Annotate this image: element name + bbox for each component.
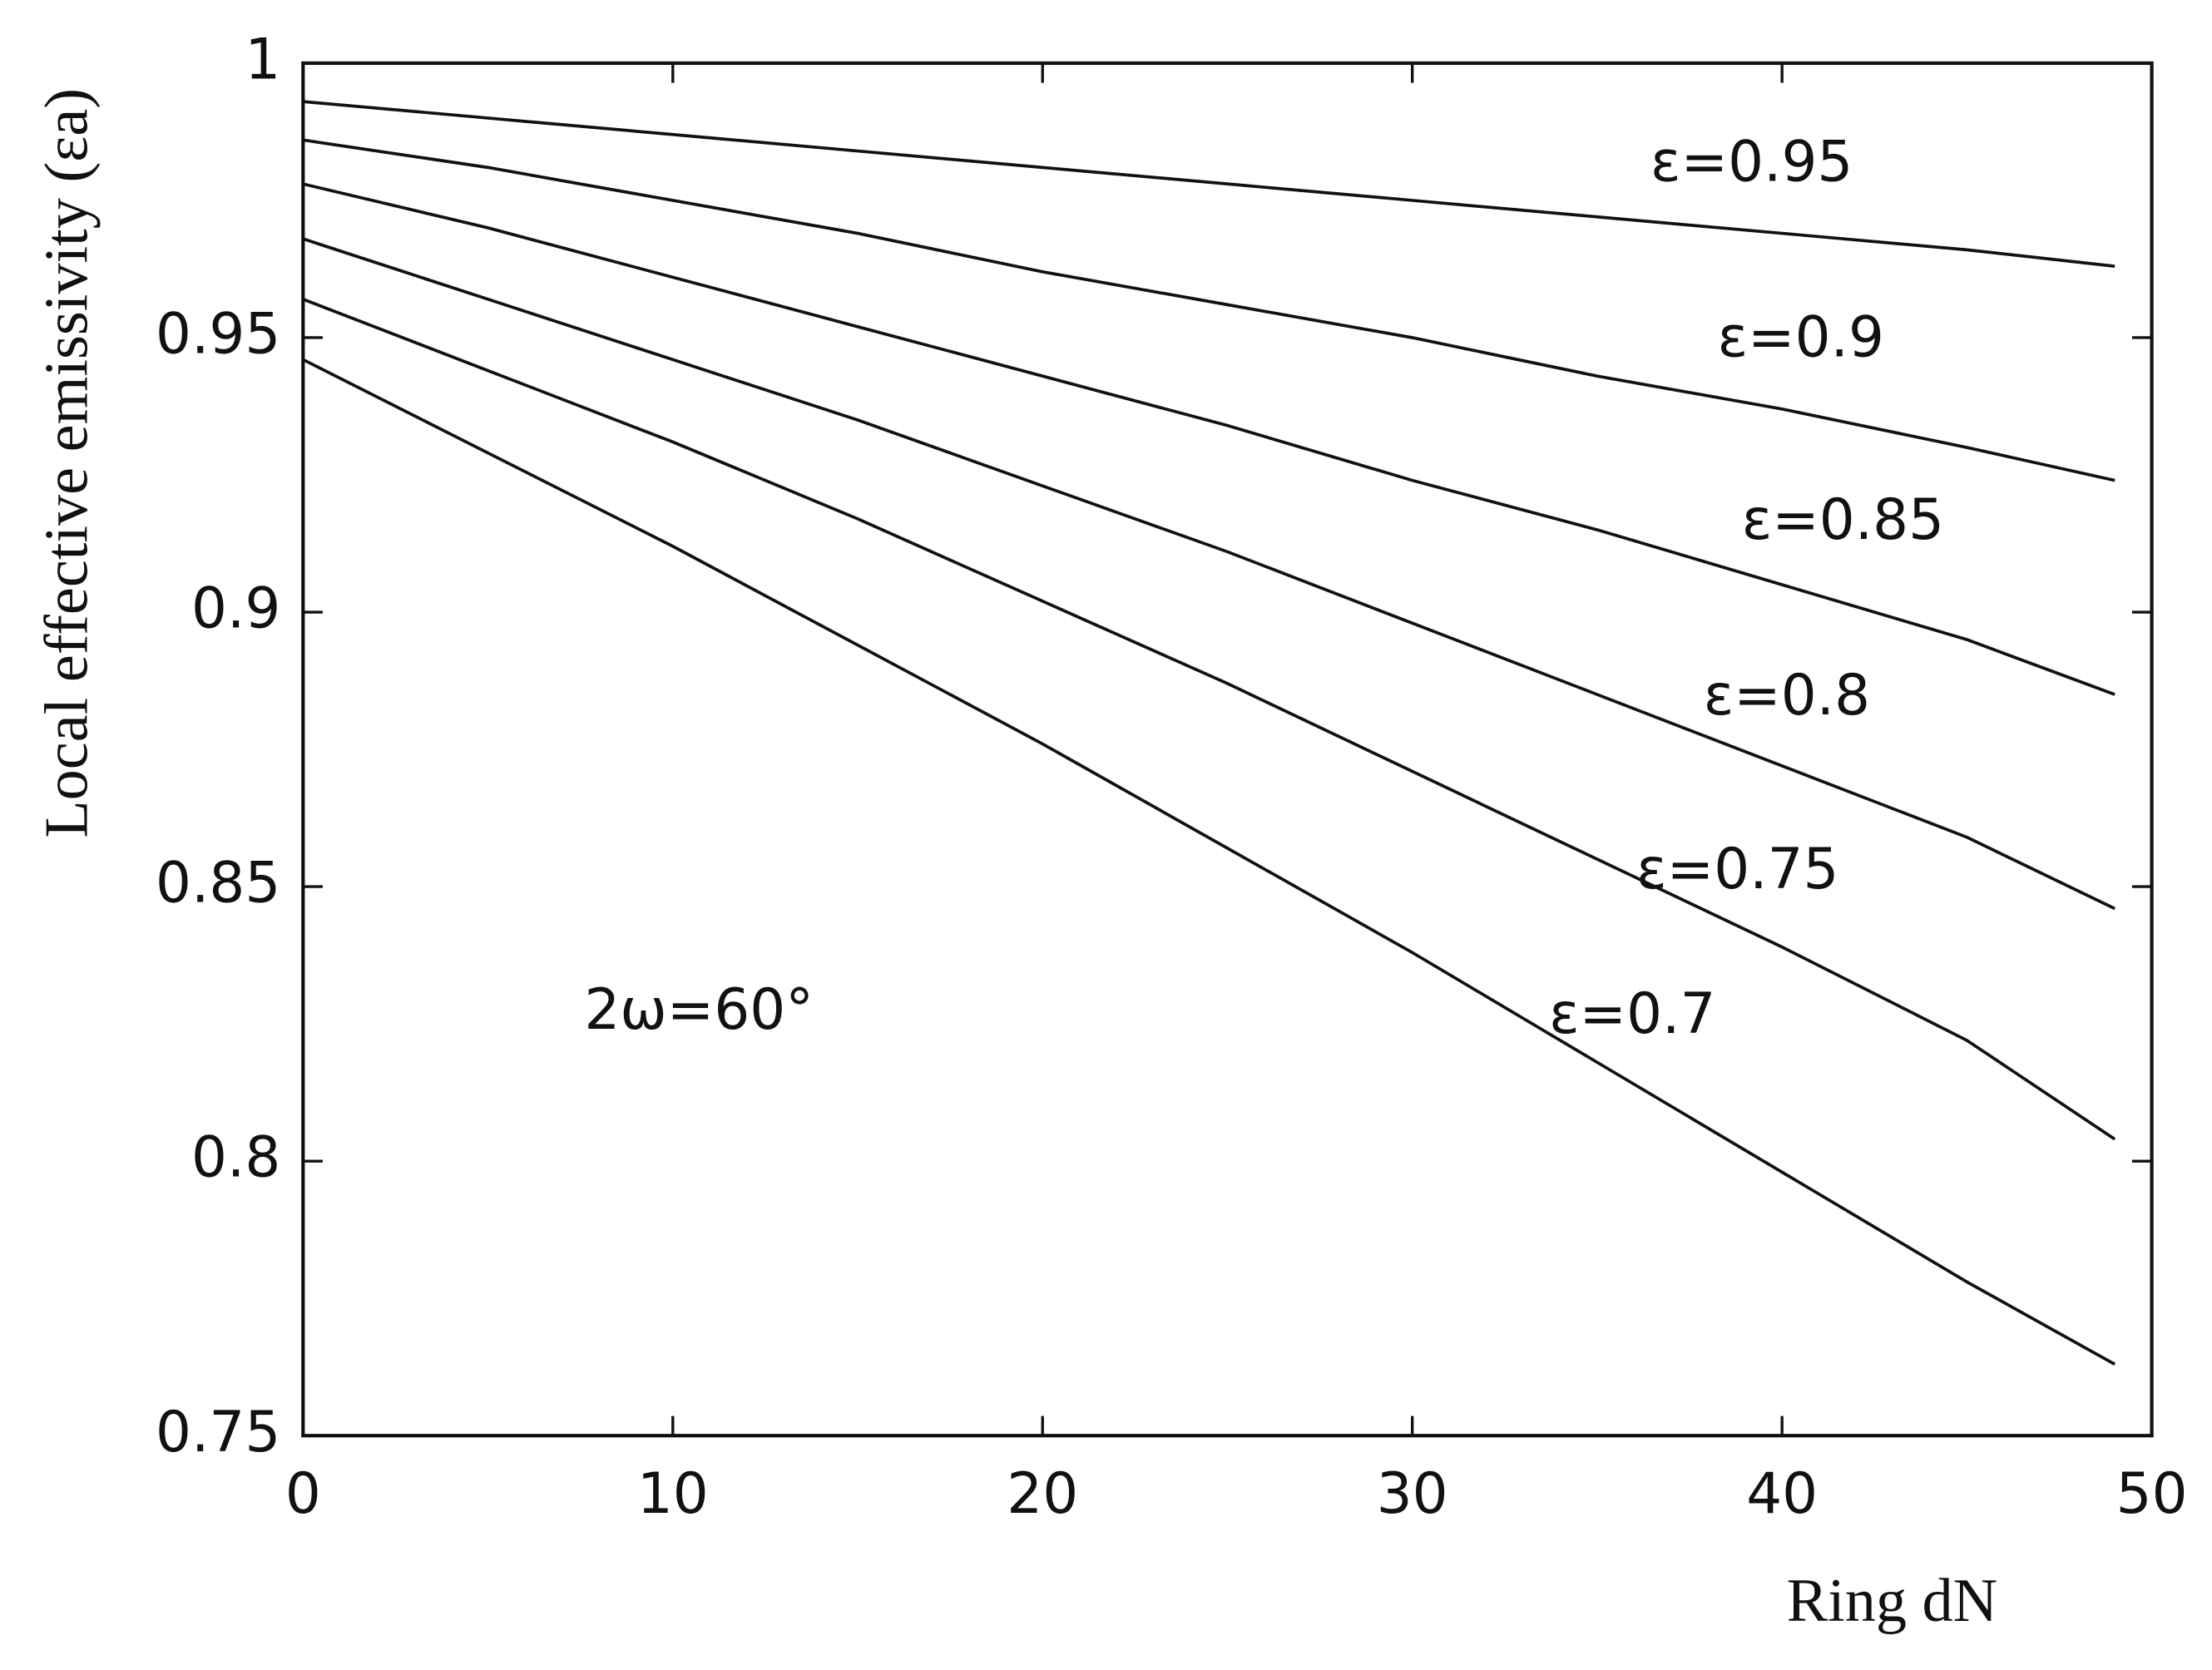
series-line <box>303 100 2116 269</box>
series-label: ε=0.8 <box>1704 662 1870 728</box>
series-label: ε=0.85 <box>1742 487 1944 552</box>
x-tick-label: 20 <box>1007 1460 1078 1526</box>
x-tick-label: 50 <box>2116 1460 2188 1526</box>
x-tick-label: 0 <box>285 1460 321 1526</box>
x-tick-label: 30 <box>1377 1460 1448 1526</box>
x-axis-label: Ring dN <box>1787 1567 1998 1635</box>
series-line <box>302 237 2116 911</box>
y-tick-label: 0.95 <box>156 301 280 367</box>
y-tick-label: 1 <box>245 26 280 91</box>
y-tick-label: 0.85 <box>156 850 280 916</box>
series-label: ε=0.95 <box>1650 129 1853 195</box>
series-line <box>302 358 2116 1366</box>
y-tick-label: 0.8 <box>191 1124 280 1190</box>
y-tick-label: 0.75 <box>156 1399 280 1465</box>
x-tick-label: 40 <box>1746 1460 1818 1526</box>
y-axis-label: Local effective emissivity (εa) <box>33 88 101 838</box>
series-label: ε=0.7 <box>1549 981 1715 1046</box>
series-line <box>302 182 2116 696</box>
x-tick-label: 10 <box>637 1460 709 1526</box>
annotation: 2ω=60° <box>584 976 814 1042</box>
plot-frame <box>301 61 2154 1438</box>
series-label: ε=0.9 <box>1718 304 1884 370</box>
series-line <box>302 298 2116 1141</box>
series-label: ε=0.75 <box>1636 836 1838 902</box>
y-tick-label: 0.9 <box>191 576 280 641</box>
series-line <box>303 138 2116 482</box>
